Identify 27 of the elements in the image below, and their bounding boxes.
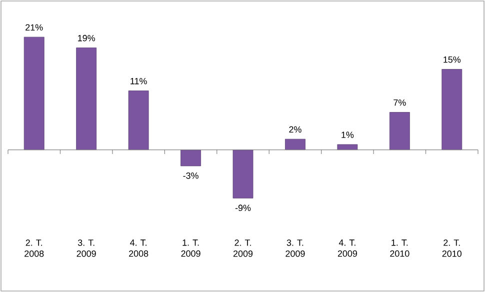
x-tick-label: 4. T. 2009 bbox=[338, 240, 357, 257]
data-label: 11% bbox=[130, 78, 147, 84]
x-tick-label: 2. T. 2008 bbox=[24, 240, 44, 257]
bar bbox=[389, 112, 410, 150]
x-tick-label: 1. T. 2010 bbox=[390, 240, 410, 257]
x-tick-label: 3. T. 2009 bbox=[76, 240, 96, 257]
bar bbox=[285, 138, 306, 150]
data-label: 7% bbox=[394, 99, 406, 106]
bar bbox=[232, 150, 254, 198]
bar bbox=[128, 90, 149, 150]
data-label: 15% bbox=[444, 56, 461, 63]
x-tick-label: 2. T. 2009 bbox=[233, 240, 253, 257]
bar bbox=[180, 150, 201, 166]
data-label: 21% bbox=[26, 24, 43, 31]
bar bbox=[337, 144, 358, 150]
data-label: -9% bbox=[235, 204, 251, 212]
data-label: -3% bbox=[183, 172, 198, 179]
data-label: 1% bbox=[342, 132, 354, 138]
data-label: 19% bbox=[78, 34, 95, 42]
x-tick-label: 3. T. 2009 bbox=[286, 240, 305, 257]
data-label: 2% bbox=[289, 126, 302, 133]
bar bbox=[442, 69, 462, 150]
bar bbox=[76, 48, 97, 150]
x-tick-label: 4. T. 2008 bbox=[129, 240, 148, 257]
x-tick-label: 1. T. 2009 bbox=[181, 240, 200, 257]
x-tick-label: 2. T. 2010 bbox=[442, 240, 462, 257]
bar bbox=[24, 36, 44, 150]
